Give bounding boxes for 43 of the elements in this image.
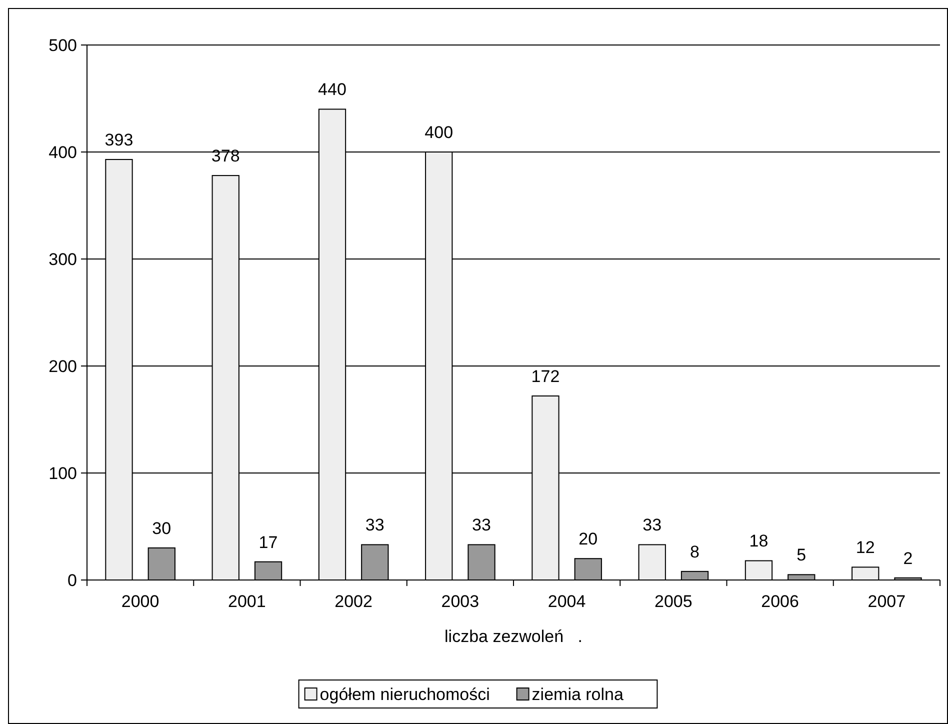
bar (680, 570, 709, 580)
data-label: 400 (424, 123, 454, 142)
bar (744, 560, 773, 580)
data-label: 393 (104, 130, 134, 150)
bar (468, 544, 496, 580)
x-axis-title: liczba zezwoleń . (444, 627, 582, 646)
x-tick-label: 2002 (334, 592, 372, 611)
data-label: 5 (796, 546, 806, 565)
x-tick-label: 2005 (654, 592, 692, 611)
data-label: 8 (690, 542, 700, 562)
data-label: 172 (531, 366, 560, 386)
bar (254, 561, 282, 580)
y-tick-label: 200 (48, 356, 77, 376)
bar (638, 544, 666, 580)
data-label: 12 (856, 538, 875, 558)
y-tick-label: 500 (48, 36, 77, 55)
data-label: 33 (365, 516, 384, 535)
x-tick-label: 2000 (121, 592, 160, 611)
data-label: 30 (152, 518, 172, 538)
bar (788, 574, 816, 580)
data-label: 440 (318, 80, 346, 100)
x-tick-label: 2003 (441, 592, 480, 611)
bar (148, 547, 176, 580)
bar (852, 566, 880, 580)
data-label: 2 (903, 548, 913, 568)
bar (361, 544, 389, 580)
bar (574, 558, 602, 580)
data-label: 17 (258, 532, 278, 552)
x-tick-label: 2007 (868, 592, 906, 611)
x-tick-label: 2001 (228, 592, 266, 611)
y-tick-label: 400 (48, 142, 77, 162)
data-label: 33 (642, 516, 662, 535)
x-tick-label: 2004 (548, 592, 586, 611)
y-tick-label: 300 (48, 250, 77, 269)
y-tick-label: 100 (48, 464, 77, 483)
x-tick-label: 2006 (761, 592, 799, 611)
legend-label: ogółem nieruchomości (320, 684, 490, 704)
y-tick-label: 0 (68, 570, 77, 590)
bar (894, 577, 922, 580)
legend-label: ziemia rolna (532, 684, 624, 704)
data-label: 33 (472, 516, 491, 535)
data-label: 18 (749, 532, 768, 551)
data-label: 20 (578, 530, 598, 549)
